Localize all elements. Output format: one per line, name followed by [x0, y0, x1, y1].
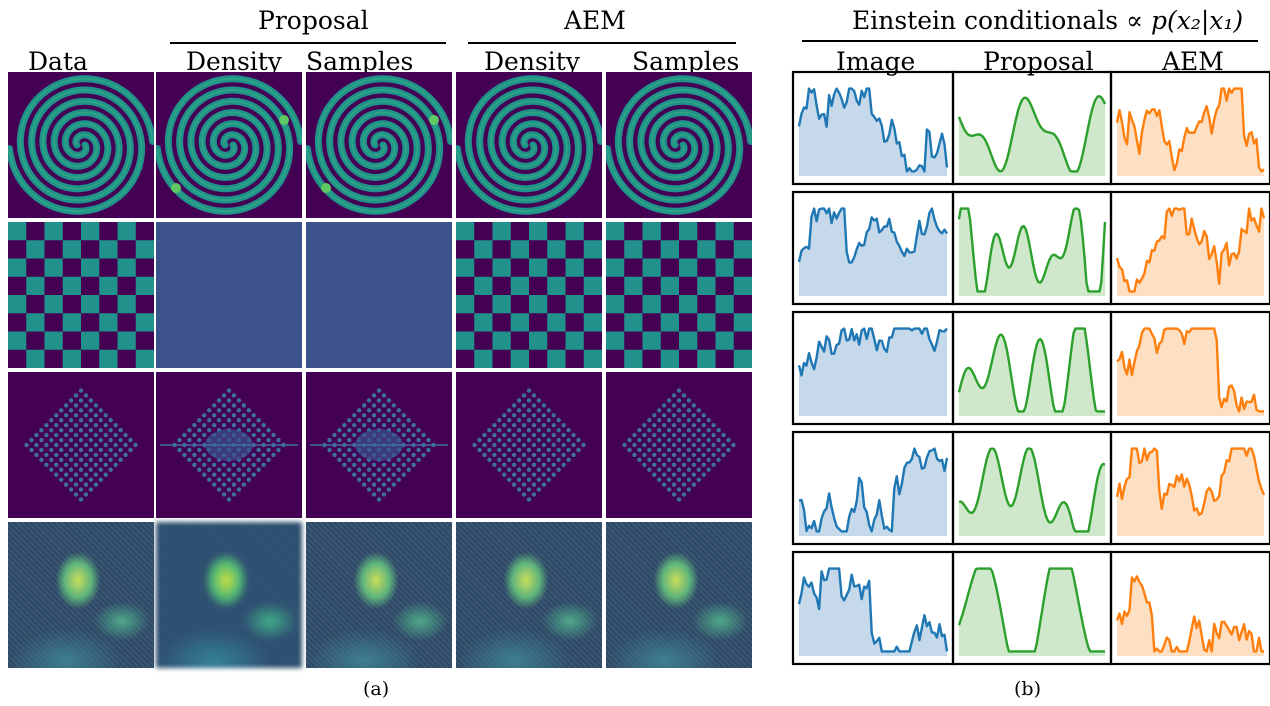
- plot-proposal-4: [951, 430, 1113, 546]
- plot-proposal-1: [951, 70, 1113, 186]
- plot-area: [799, 568, 947, 656]
- tile-einstein-2: [306, 522, 452, 668]
- plot-proposal-5: [951, 550, 1113, 666]
- tile-spiral-3: [456, 72, 602, 218]
- group-header-proposal: Proposal: [258, 6, 369, 35]
- col-header-aem: AEM: [1162, 47, 1224, 76]
- plot-area: [959, 448, 1105, 536]
- tile-checkerboard-1: [156, 222, 302, 368]
- tile-einstein-1: [156, 522, 302, 668]
- plot-aem-1: [1109, 70, 1270, 186]
- plot-line: [797, 567, 949, 653]
- plot-area: [959, 568, 1105, 656]
- plot-frame: [1109, 310, 1270, 426]
- plot-area: [799, 208, 947, 296]
- tile-diamond-3: [456, 372, 602, 518]
- tile-einstein-3: [456, 522, 602, 668]
- plot-line: [957, 95, 1107, 173]
- tile-spiral-1: [156, 72, 302, 218]
- plot-line: [1115, 87, 1265, 173]
- plot-frame: [1109, 70, 1270, 186]
- tile-diamond-1: [156, 372, 302, 518]
- rule-aem: [468, 42, 736, 44]
- plot-frame: [1109, 430, 1270, 546]
- plot-line: [797, 87, 949, 173]
- plot-frame: [1109, 190, 1270, 306]
- tile-checkerboard-3: [456, 222, 602, 368]
- plot-area: [959, 208, 1105, 296]
- tile-spiral-2: [306, 72, 452, 218]
- group-header-aem: AEM: [564, 6, 626, 35]
- col-header-aem-density: Density: [484, 47, 580, 76]
- plot-image-4: [791, 430, 955, 546]
- col-header-proposal: Proposal: [983, 47, 1094, 76]
- tile-checkerboard-2: [306, 222, 452, 368]
- rule-proposal: [170, 42, 446, 44]
- plot-image-1: [791, 70, 955, 186]
- plot-line: [957, 327, 1105, 413]
- col-header-proposal-density: Density: [186, 47, 282, 76]
- plot-proposal-2: [951, 190, 1113, 306]
- plot-area: [799, 448, 947, 536]
- plot-line: [1116, 327, 1264, 413]
- plot-line: [957, 207, 1107, 293]
- plot-area: [959, 96, 1105, 176]
- plot-area: [799, 328, 947, 416]
- plot-area: [1117, 576, 1264, 656]
- plot-aem-4: [1109, 430, 1270, 546]
- plot-area: [1117, 208, 1264, 296]
- rule-einstein: [802, 40, 1258, 42]
- plot-image-2: [791, 190, 955, 306]
- plot-line: [1115, 575, 1264, 653]
- plot-line: [1115, 447, 1266, 517]
- tile-einstein-0: [8, 522, 154, 668]
- plot-image-5: [791, 550, 955, 666]
- plot-area: [1117, 328, 1264, 416]
- caption-b: (b): [1014, 678, 1041, 700]
- caption-a: (a): [363, 678, 390, 700]
- plot-proposal-3: [951, 310, 1113, 426]
- plot-aem-2: [1109, 190, 1270, 306]
- plot-frame: [1109, 550, 1270, 666]
- tile-spiral-4: [606, 72, 752, 218]
- plot-line: [958, 447, 1106, 533]
- col-header-proposal-samples: Samples: [306, 47, 414, 76]
- plot-image-3: [791, 310, 955, 426]
- plot-aem-5: [1109, 550, 1270, 666]
- tile-spiral-0: [8, 72, 154, 218]
- plot-line: [957, 567, 1105, 653]
- tile-diamond-4: [606, 372, 752, 518]
- plot-area: [799, 88, 947, 176]
- panel-b-title: Einstein conditionals ∝ p(x₂|x₁): [852, 8, 1243, 33]
- tile-checkerboard-4: [606, 222, 752, 368]
- plot-line: [798, 447, 949, 533]
- panel-b-title-text: Einstein conditionals: [852, 6, 1119, 35]
- panel-b-title-math: ∝ p(x₂|x₁): [1126, 6, 1244, 35]
- tile-einstein-4: [606, 522, 752, 668]
- col-header-aem-samples: Samples: [632, 47, 740, 76]
- plot-line: [1115, 207, 1266, 293]
- tile-diamond-2: [306, 372, 452, 518]
- tile-checkerboard-0: [8, 222, 154, 368]
- col-header-image: Image: [836, 47, 916, 76]
- plot-aem-3: [1109, 310, 1270, 426]
- tile-diamond-0: [8, 372, 154, 518]
- plot-line: [797, 207, 949, 264]
- plot-line: [797, 327, 948, 377]
- col-header-data: Data: [28, 47, 88, 76]
